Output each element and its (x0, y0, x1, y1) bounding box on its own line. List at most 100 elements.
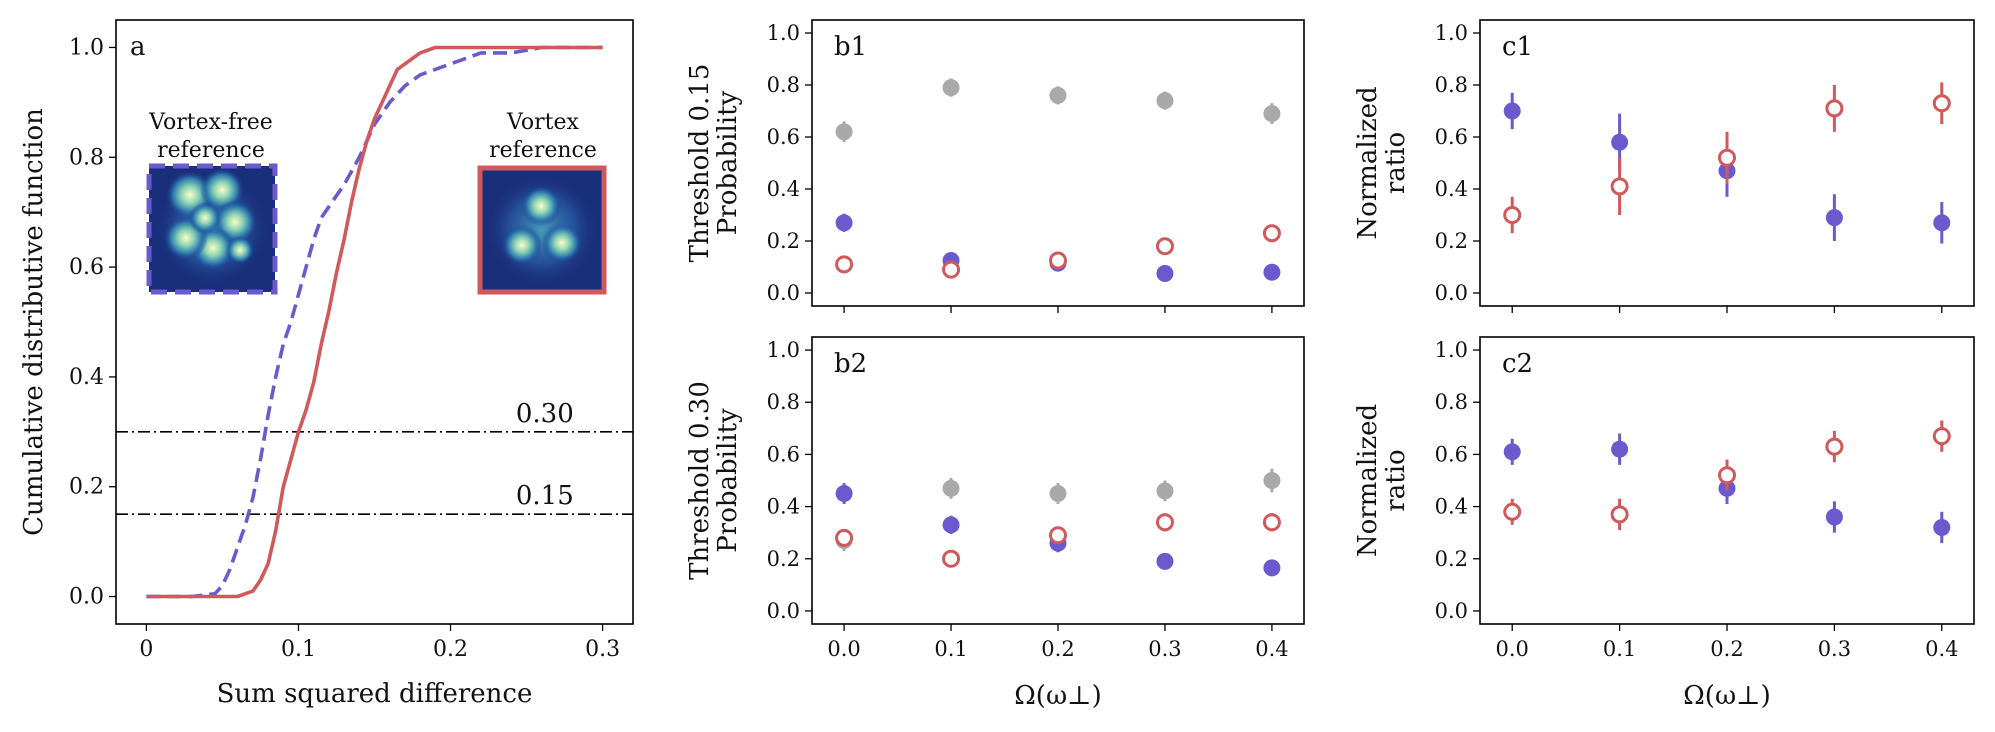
point-filled (942, 516, 960, 534)
point-filled (942, 79, 960, 97)
y-tick-label: 0.0 (1435, 599, 1468, 623)
panel-label: b2 (834, 349, 867, 379)
y-tick-label: 0.2 (1435, 547, 1468, 571)
point-open (1262, 224, 1281, 243)
chart-layer: 0 0.1 0.2 0.3 0.0 0.2 0.4 0.6 0.8 1.0 a 0.30 0.15 Sum… (19, 19, 1975, 711)
y-tick-label: 0.6 (767, 442, 800, 466)
y-axis-label: Normalized (1353, 86, 1383, 239)
series-line-vortex_free (146, 45, 603, 599)
panel-label: a (130, 32, 146, 62)
x-tick-label: 0.2 (433, 637, 468, 662)
y-tick-label: 0.4 (767, 177, 800, 201)
y-tick-label: 0.4 (767, 495, 800, 519)
axes-frame (811, 336, 1305, 625)
panel-label: c2 (1502, 349, 1533, 379)
point-filled (835, 214, 853, 232)
series-purple (1503, 433, 1951, 544)
y-tick-label: 1.0 (767, 338, 800, 362)
y-tick-label: 0.8 (767, 73, 800, 97)
inset-blob (226, 236, 254, 264)
y-axis-label: Probability (713, 90, 743, 235)
series-line-vortex (146, 45, 603, 599)
x-tick-label: 0.1 (934, 637, 967, 661)
y-axis-label: ratio (1381, 132, 1411, 194)
point-filled (942, 479, 960, 497)
point-open (1610, 177, 1629, 196)
inset-blob (521, 186, 561, 226)
point-open (942, 260, 961, 279)
point-filled (1263, 559, 1281, 577)
y-tick-label: 0.8 (69, 145, 104, 170)
x-axis-label: Ω(ω⊥) (1014, 681, 1102, 711)
point-open (1825, 437, 1844, 456)
y-tick-label: 0.0 (767, 281, 800, 305)
y-tick-label: 0.4 (1435, 177, 1468, 201)
point-open (835, 255, 854, 274)
y-tick-label: 0.6 (1435, 442, 1468, 466)
y-tick-label: 0.2 (1435, 229, 1468, 253)
point-filled (835, 123, 853, 141)
point-open (1718, 148, 1736, 167)
series-red (1503, 420, 1951, 531)
panel-c2: 0.0 0.1 0.2 0.3 0.4 0.0 0.2 0.4 0.6 0.8 1.0 c2 Norma… (1353, 336, 1975, 711)
point-filled (1825, 508, 1843, 526)
point-open (942, 549, 961, 568)
point-filled (835, 485, 853, 503)
axes-frame (115, 19, 634, 625)
point-open (1155, 237, 1174, 256)
inset-title: Vortex-free (148, 110, 273, 135)
point-filled (1263, 263, 1281, 281)
y-axis-label: Probability (713, 408, 743, 553)
series-gray (835, 78, 1281, 143)
inset-border (146, 163, 278, 295)
point-filled (1825, 209, 1843, 227)
x-tick-label: 0.3 (585, 637, 620, 662)
y-tick-label: 0.4 (69, 365, 104, 390)
point-filled (1049, 86, 1067, 104)
panel-b2: 0.0 0.1 0.2 0.3 0.4 0.0 0.2 0.4 0.6 0.8 1.0 b2 Thres… (685, 336, 1305, 711)
x-tick-label: 0.1 (1603, 637, 1636, 661)
y-tick-label: 0.6 (69, 255, 104, 280)
point-open (835, 528, 854, 547)
point-filled (1156, 552, 1174, 570)
point-open (1718, 466, 1736, 485)
panel-label: c1 (1502, 32, 1533, 62)
y-tick-label: 0.0 (69, 585, 104, 610)
y-tick-label: 1.0 (1435, 21, 1468, 45)
y-tick-label: 1.0 (1435, 338, 1468, 362)
y-tick-label: 1.0 (69, 35, 104, 60)
x-axis-label: Sum squared difference (217, 679, 533, 709)
point-open (1049, 526, 1067, 545)
point-filled (1933, 518, 1951, 536)
inset-blob (502, 225, 542, 265)
x-tick-label: 0 (139, 637, 153, 662)
x-tick-label: 0.3 (1148, 637, 1181, 661)
point-filled (1503, 102, 1521, 120)
point-filled (1611, 133, 1629, 151)
point-open (1049, 251, 1067, 270)
series-purple (835, 483, 1281, 577)
panel-b1: 0.0 0.2 0.4 0.6 0.8 1.0 b1 Threshold 0.15Probab… (685, 19, 1305, 313)
point-open (1825, 99, 1844, 118)
panel-a: 0 0.1 0.2 0.3 0.0 0.2 0.4 0.6 0.8 1.0 a 0.30 0.15 Sum… (19, 19, 634, 709)
inset-title: reference (489, 138, 597, 163)
point-open (1503, 206, 1522, 224)
point-filled (1156, 482, 1174, 500)
panel-label: b1 (834, 32, 867, 62)
inset-border (477, 165, 607, 295)
x-tick-label: 0.2 (1041, 637, 1074, 661)
y-tick-label: 0.2 (767, 547, 800, 571)
x-tick-label: 0.0 (1496, 637, 1529, 661)
y-tick-label: 0.2 (69, 475, 104, 500)
y-tick-label: 0.6 (1435, 125, 1468, 149)
x-tick-label: 0.4 (1255, 637, 1288, 661)
point-filled (1263, 105, 1281, 123)
inset-image-vortex: Vortex reference (477, 110, 607, 295)
point-filled (1156, 92, 1174, 110)
y-tick-label: 0.2 (767, 229, 800, 253)
y-axis-label: Threshold 0.15 (685, 64, 715, 263)
point-open (1932, 94, 1951, 113)
y-tick-label: 0.0 (767, 599, 800, 623)
point-filled (1933, 214, 1951, 232)
